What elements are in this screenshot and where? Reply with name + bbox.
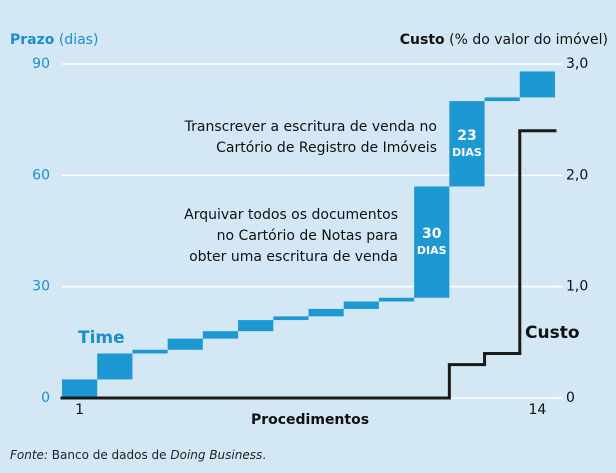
legend-label: Time	[78, 328, 125, 348]
bar	[273, 316, 309, 321]
y2-tick-label: 1,0	[566, 279, 588, 295]
y2-axis-label: Custo (% do valor do imóvel)	[400, 32, 608, 48]
bar	[519, 71, 555, 98]
bar-label-unit: DIAS	[417, 244, 447, 257]
y2-tick-label: 2,0	[566, 167, 588, 183]
bar	[132, 349, 168, 354]
source: Fonte: Banco de dados de Doing Business.	[10, 448, 266, 462]
y2-tick-label: 0	[566, 390, 575, 406]
bar	[167, 338, 203, 350]
bar	[449, 101, 485, 187]
bar-label: 23	[457, 128, 476, 144]
bar	[202, 331, 239, 339]
bar	[308, 308, 344, 317]
bar	[97, 353, 133, 380]
y-tick-label: 30	[32, 279, 50, 295]
bar	[378, 297, 415, 302]
x-tick-label: 14	[528, 402, 546, 418]
annotation: no Cartório de Notas para	[217, 228, 398, 244]
bar	[238, 320, 274, 332]
legend-label: Custo	[525, 323, 580, 343]
annotation: obter uma escritura de venda	[189, 249, 398, 265]
bar	[343, 301, 379, 309]
y-tick-label: 0	[41, 390, 50, 406]
bar-label-unit: DIAS	[452, 146, 482, 159]
annotation: Cartório de Registro de Imóveis	[216, 140, 437, 156]
bar	[484, 97, 520, 102]
x-axis-label: Procedimentos	[251, 412, 369, 428]
y-axis-label: Prazo (dias)	[10, 32, 98, 48]
annotation: Arquivar todos os documentos	[184, 207, 398, 223]
bar	[62, 379, 98, 398]
y-tick-label: 60	[32, 167, 50, 183]
x-tick-label: 1	[75, 402, 84, 418]
annotation: Transcrever a escritura de venda no	[184, 119, 437, 135]
y-tick-label: 90	[32, 56, 50, 72]
bar	[414, 186, 450, 298]
y2-tick-label: 3,0	[566, 56, 588, 72]
bar-label: 30	[422, 226, 442, 242]
